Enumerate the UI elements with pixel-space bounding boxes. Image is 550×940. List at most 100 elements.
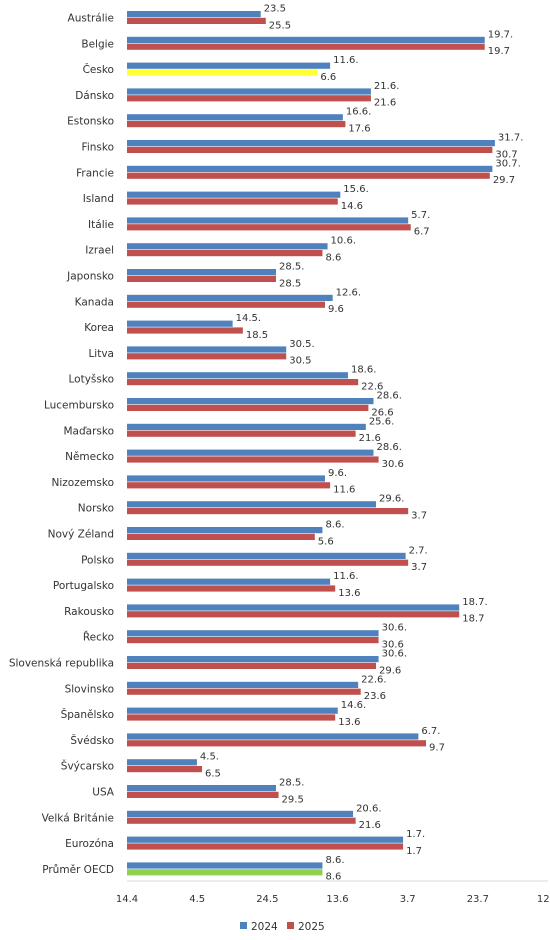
x-tick-label: 12.8 (537, 894, 550, 905)
bar-2024 (127, 630, 379, 637)
data-label-2025: 30.5 (289, 356, 311, 367)
data-label-2024: 18.6. (351, 365, 376, 376)
data-label-2025: 3.7 (411, 562, 427, 573)
bar-2025 (127, 43, 485, 50)
category-label: Lotyšsko (69, 374, 115, 386)
data-label-2024: 11.6. (333, 571, 358, 582)
bar-2024 (127, 449, 374, 456)
bar-2025 (127, 482, 331, 489)
bar-2025 (127, 559, 409, 566)
x-tick-label: 4.5 (189, 894, 205, 905)
data-label-2025: 30.6 (382, 459, 404, 470)
data-label-2025: 13.6 (338, 717, 360, 728)
data-label-2025: 6.7 (414, 227, 430, 238)
category-label: Slovinsko (65, 683, 114, 695)
category-label: Japonsko (66, 271, 114, 283)
data-label-2024: 20.6. (356, 803, 381, 814)
category-label: Finsko (82, 142, 114, 154)
bar-2025 (127, 456, 379, 463)
bar-2024 (127, 810, 354, 817)
data-label-2025: 21.6 (374, 98, 396, 109)
bar-2024 (127, 398, 374, 405)
data-label-2025: 13.6 (338, 588, 360, 599)
bar-2025 (127, 611, 460, 618)
data-label-2024: 28.5. (279, 778, 304, 789)
bar-2024 (127, 191, 341, 198)
x-tick-label: 13.6 (326, 894, 348, 905)
bar-2025 (127, 585, 336, 592)
data-label-2024: 14.5. (236, 313, 261, 324)
bar-2025 (127, 817, 356, 824)
data-label-2024: 28.6. (376, 391, 401, 402)
data-label-2025: 21.6 (359, 820, 381, 831)
data-label-2025: 25.5 (269, 20, 291, 31)
bar-2024 (127, 681, 359, 688)
bar-2025 (127, 533, 315, 540)
data-label-2025: 3.7 (411, 511, 427, 522)
bar-2025 (127, 662, 377, 669)
category-label: Řecko (83, 631, 114, 644)
bar-2025 (127, 327, 243, 334)
data-label-2024: 29.6. (379, 494, 404, 505)
data-label-2024: 5.7. (411, 210, 430, 221)
bar-2024 (127, 243, 328, 250)
bar-2025 (127, 430, 356, 437)
bar-2025 (127, 198, 338, 205)
category-label: Francie (76, 167, 114, 179)
category-label: Izrael (85, 245, 114, 257)
bar-2025 (127, 301, 325, 308)
category-label: Švédsko (70, 734, 114, 747)
bar-2024 (127, 836, 404, 843)
bar-2024 (127, 11, 261, 18)
data-label-2024: 9.6. (328, 468, 347, 479)
category-label: Průměr OECD (42, 864, 114, 876)
category-label: Dánsko (75, 90, 114, 102)
category-label: USA (92, 787, 115, 799)
data-label-2024: 30.6. (382, 649, 407, 660)
x-tick-label: 3.7 (400, 894, 416, 905)
bar-2024 (127, 552, 406, 559)
bar-2024 (127, 88, 371, 95)
bar-2025 (127, 843, 404, 850)
data-label-2025: 30.7 (495, 149, 517, 160)
category-label: Austrálie (68, 13, 114, 25)
data-label-2025: 17.6 (348, 124, 370, 135)
category-label: Itálie (88, 219, 114, 231)
data-label-2025: 18.5 (246, 330, 268, 341)
data-label-2024: 19.7. (488, 29, 513, 40)
category-label: Nový Zéland (48, 529, 114, 541)
data-label-2024: 11.6. (333, 55, 358, 66)
category-label: Belgie (81, 38, 114, 50)
category-label: Norsko (78, 503, 114, 515)
data-label-2024: 8.6. (325, 855, 344, 866)
data-label-2024: 15.6. (343, 184, 368, 195)
data-label-2025: 28.5 (279, 278, 301, 289)
data-label-2024: 18.7. (462, 597, 487, 608)
bar-2025 (127, 688, 361, 695)
category-label: Portugalsko (53, 580, 114, 592)
x-tick-label: 23.7 (467, 894, 489, 905)
bar-2025 (127, 791, 279, 798)
data-label-2024: 4.5. (200, 752, 219, 763)
data-label-2025: 9.7 (429, 743, 445, 754)
data-label-2024: 30.6. (382, 623, 407, 634)
category-label: Rakousko (64, 606, 114, 618)
data-label-2024: 25.6. (369, 416, 394, 427)
bar-2025 (127, 714, 336, 721)
data-label-2024: 6.7. (421, 726, 440, 737)
data-label-2025: 30.6 (382, 640, 404, 651)
bar-2024 (127, 320, 233, 327)
bar-2024 (127, 656, 379, 663)
data-label-2024: 31.7. (498, 133, 523, 144)
category-label: Kanada (75, 296, 114, 308)
bar-2024 (127, 269, 277, 276)
x-tick-label: 14.4 (116, 894, 138, 905)
bar-2025 (127, 275, 277, 282)
category-label: Slovenská republika (9, 658, 114, 670)
data-label-2024: 30.7. (495, 158, 520, 169)
bar-2024 (127, 862, 323, 869)
bar-2025 (127, 379, 359, 386)
data-label-2025: 22.6 (361, 382, 383, 393)
category-label: Velká Británie (42, 812, 114, 824)
category-label: Island (83, 193, 114, 205)
